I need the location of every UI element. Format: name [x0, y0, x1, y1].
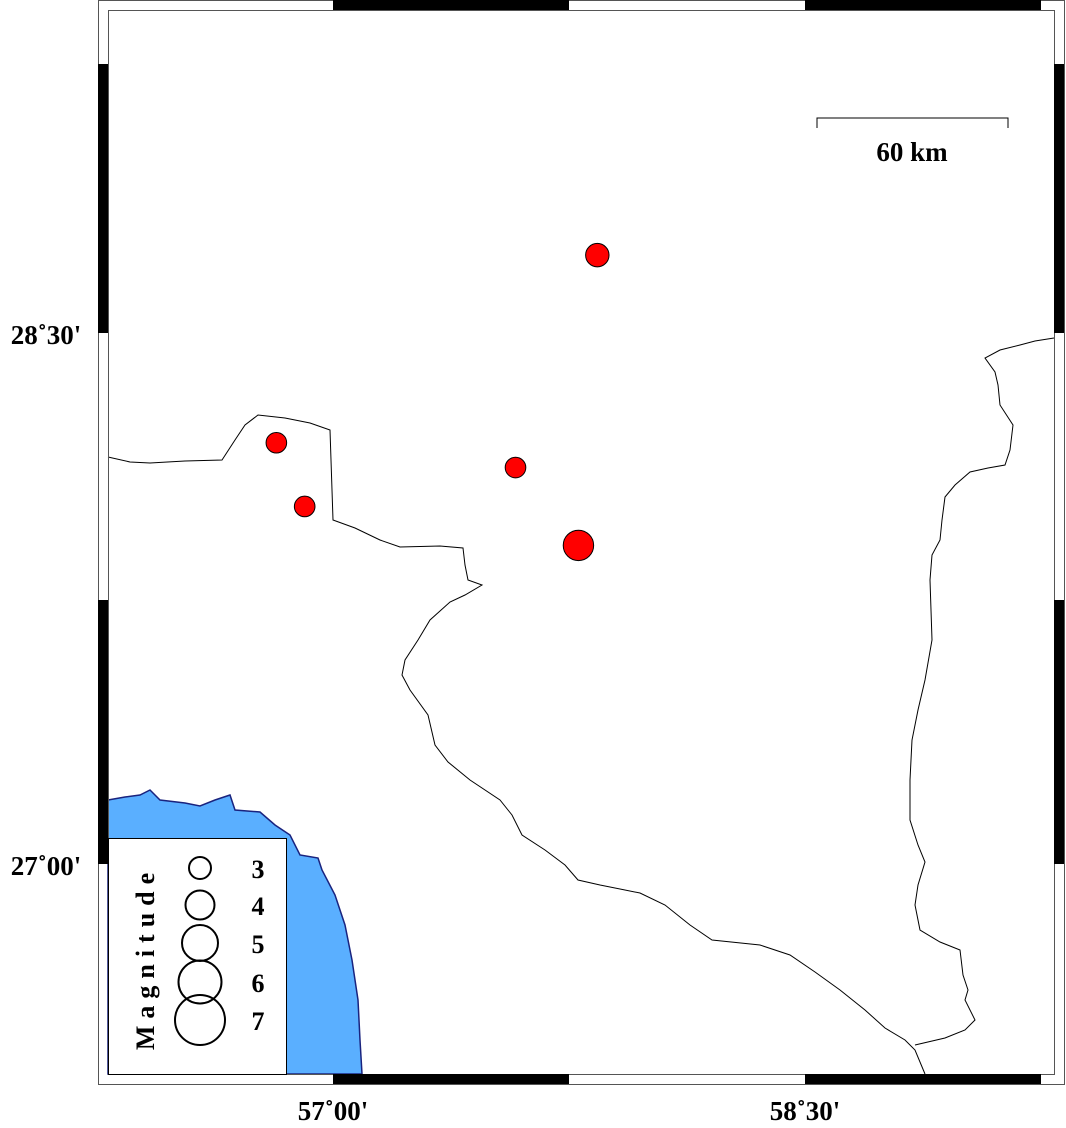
legend-symbol	[188, 856, 212, 880]
lat-tick-label: 28˚30'	[11, 320, 82, 350]
legend-label: 6	[252, 969, 265, 998]
earthquake-event	[504, 456, 527, 479]
legend-label: 7	[252, 1007, 265, 1036]
lat-tick-label: 27˚00'	[11, 851, 82, 881]
earthquake-event	[562, 529, 595, 562]
earthquake-events	[265, 242, 610, 562]
legend-label: 3	[252, 855, 265, 884]
legend-title: Magnitude	[131, 866, 160, 1050]
province-border-west	[107, 414, 926, 1075]
legend-label: 5	[252, 930, 265, 959]
axis-labels: 28˚30' 27˚00' 57˚00' 58˚30'	[11, 320, 841, 1126]
earthquake-event	[265, 431, 288, 454]
earthquake-event	[585, 242, 610, 268]
scale-bar: 60 km	[816, 117, 1009, 167]
legend-symbol	[177, 959, 223, 1005]
province-border-east	[909, 337, 1055, 1046]
legend-symbol	[184, 889, 216, 921]
earthquake-event	[293, 495, 316, 518]
magnitude-legend: Magnitude 3 4 5 6 7	[108, 838, 287, 1075]
lon-tick-label: 58˚30'	[770, 1096, 841, 1123]
legend-symbol	[174, 994, 226, 1046]
map-frame	[98, 0, 1065, 1085]
legend-label: 4	[252, 892, 265, 921]
lon-tick-label: 57˚00'	[298, 1096, 369, 1123]
scale-bar-label: 60 km	[876, 137, 948, 167]
